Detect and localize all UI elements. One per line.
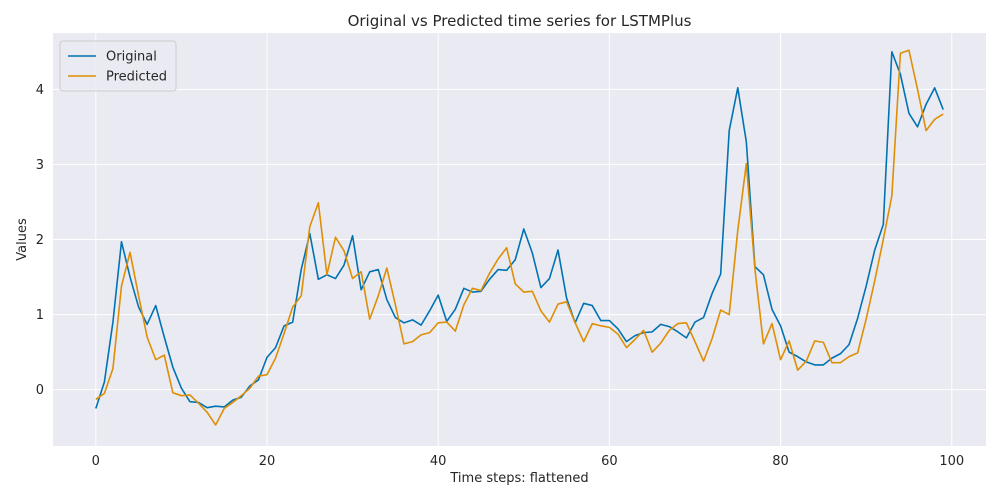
x-tick-label: 20 [259, 454, 276, 469]
x-tick-label: 60 [601, 454, 618, 469]
y-tick-label: 4 [36, 83, 44, 98]
x-tick-label: 0 [92, 454, 100, 469]
grid [53, 33, 986, 446]
legend-label-predicted: Predicted [106, 70, 167, 85]
legend-box [59, 40, 177, 92]
ticks: 0 20 40 60 80 100 0 1 2 3 4 [36, 83, 964, 469]
x-axis-label: Time steps: flattened [449, 471, 588, 486]
x-tick-label: 40 [430, 454, 447, 469]
y-tick-label: 1 [36, 308, 44, 323]
legend-label-original: Original [106, 50, 157, 65]
y-axis-label: Values [15, 218, 30, 261]
series-line-predicted [95, 49, 944, 426]
x-tick-label: 80 [772, 454, 789, 469]
series-layer [95, 49, 944, 426]
chart-title: Original vs Predicted time series for LS… [348, 12, 692, 30]
y-tick-label: 0 [36, 383, 44, 398]
y-tick-label: 3 [36, 158, 44, 173]
x-tick-label: 100 [939, 454, 964, 469]
y-tick-label: 2 [36, 233, 44, 248]
legend: Original Predicted [59, 40, 177, 92]
